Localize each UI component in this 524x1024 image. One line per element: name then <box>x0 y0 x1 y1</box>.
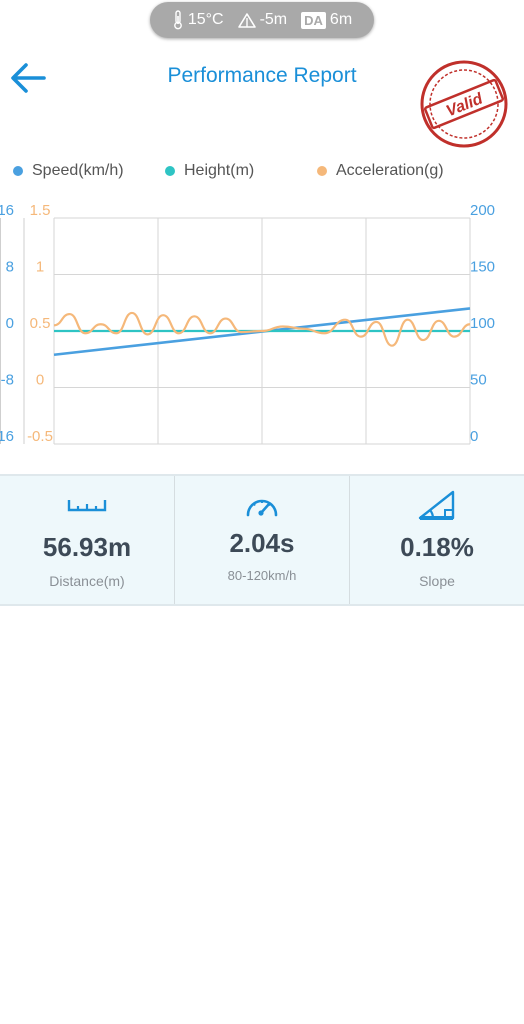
acceleration-legend-dot-icon <box>317 166 327 176</box>
speed-axis-tick-label: 100 <box>470 315 495 332</box>
height-axis-tick-label: -8 <box>1 372 14 389</box>
speedometer-icon <box>246 499 278 517</box>
stats-panel: 56.93m Distance(m) 2.04s 80-120km/h 0.18… <box>0 474 524 606</box>
slope-value: 0.18% <box>400 532 474 562</box>
legend-label: Acceleration(g) <box>336 162 444 179</box>
height-legend-dot-icon <box>165 166 175 176</box>
slope-icon <box>418 490 455 520</box>
height-axis-tick-label: 8 <box>6 259 14 276</box>
acceleration-series-line <box>53 311 471 347</box>
density-altitude-value: 6m <box>329 11 353 28</box>
valid-stamp: Valid <box>418 58 510 150</box>
density-altitude-badge: DA <box>301 11 326 29</box>
ruler-icon <box>67 500 107 512</box>
height-axis-tick-label: -16 <box>0 428 14 445</box>
temperature-readout: 15°C <box>172 10 224 30</box>
temperature-value: 15°C <box>187 11 224 28</box>
arrow-left-icon <box>11 63 46 93</box>
acceleration-axis-tick-label: 0.5 <box>30 315 51 332</box>
speed-legend-dot-icon <box>13 166 23 176</box>
environment-status-pill: 15°C -5m DA 6m <box>150 2 374 38</box>
speed-axis-tick-label: 150 <box>470 259 495 276</box>
acceleration-axis-tick-label: -0.5 <box>27 428 53 445</box>
legend-item-speed[interactable]: Speed(km/h) <box>13 162 124 180</box>
distance-stat: 56.93m Distance(m) <box>0 476 174 604</box>
speed-axis-tick-label: 50 <box>470 372 487 389</box>
altitude-readout: -5m <box>237 11 288 29</box>
acceleration-axis-tick-label: 1 <box>36 259 44 276</box>
performance-chart: 16 8 0 -8 -16 1.5 1 0.5 0 -0.5 200 150 100 50 0 <box>0 202 495 445</box>
acceleration-time-stat: 2.04s 80-120km/h <box>174 476 349 604</box>
slope-stat: 0.18% Slope <box>349 476 524 604</box>
thermometer-icon <box>173 10 182 30</box>
acceleration-axis-tick-label: 1.5 <box>30 202 51 219</box>
legend-label: Height(m) <box>184 162 255 179</box>
acceleration-time-label: 80-120km/h <box>227 568 297 583</box>
slope-label: Slope <box>419 573 455 589</box>
height-axis-tick-label: 0 <box>6 315 14 332</box>
legend-label: Speed(km/h) <box>32 162 124 179</box>
speed-axis-tick-label: 0 <box>470 428 478 445</box>
acceleration-time-value: 2.04s <box>229 528 295 558</box>
speed-axis-tick-label: 200 <box>470 202 495 219</box>
height-axis-tick-label: 16 <box>0 202 14 219</box>
distance-label: Distance(m) <box>49 573 125 589</box>
legend-item-height[interactable]: Height(m) <box>165 162 254 180</box>
page-title: Performance Report <box>167 64 357 87</box>
distance-value: 56.93m <box>42 532 132 562</box>
altitude-value: -5m <box>259 11 288 28</box>
mountain-icon <box>237 13 256 28</box>
legend-item-acceleration[interactable]: Acceleration(g) <box>317 162 444 180</box>
density-altitude-readout: DA 6m <box>301 11 352 29</box>
acceleration-axis-tick-label: 0 <box>36 372 44 389</box>
back-button[interactable] <box>8 58 48 98</box>
chart-legend: Speed(km/h) Height(m) Acceleration(g) <box>0 162 524 184</box>
